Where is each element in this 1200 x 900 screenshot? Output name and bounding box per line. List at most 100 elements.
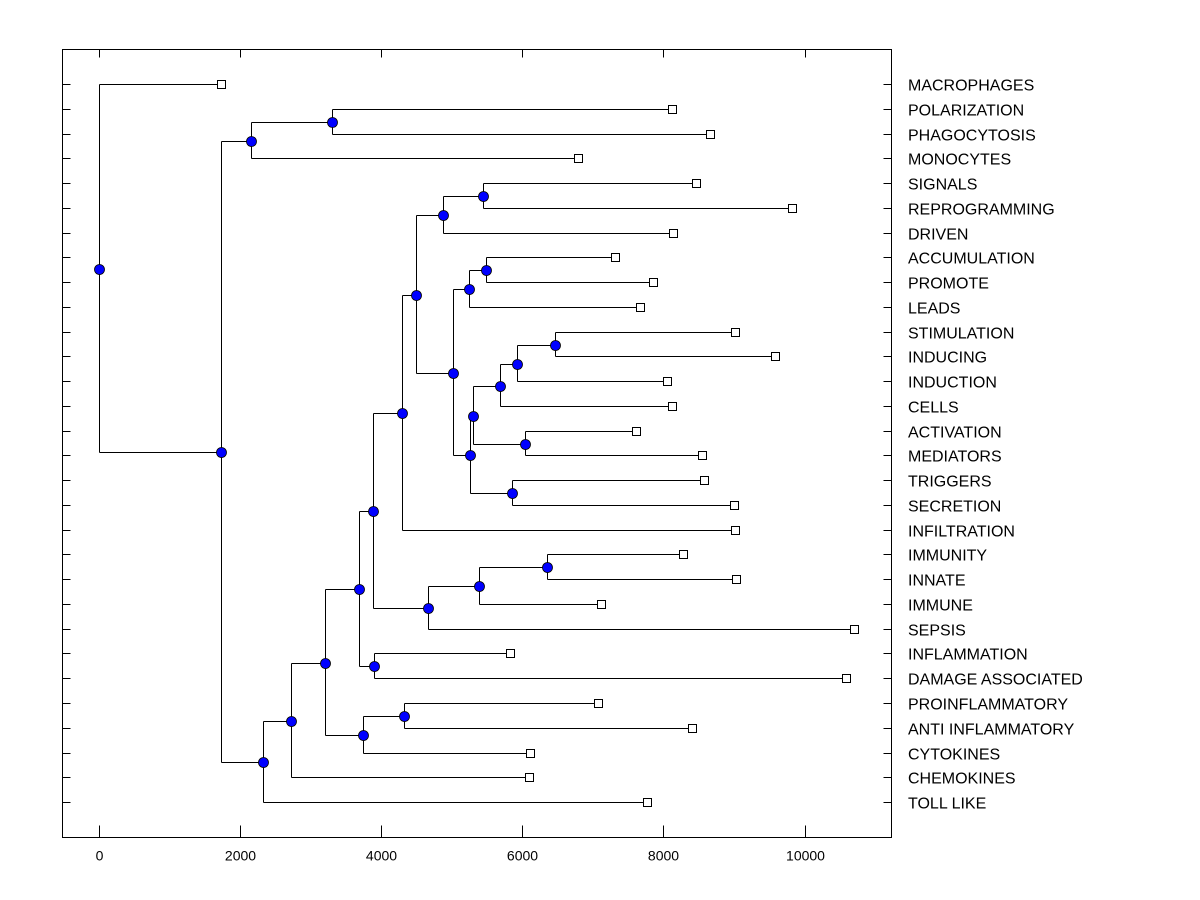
x-tick-label: 8000 bbox=[648, 848, 679, 864]
cluster-node bbox=[550, 340, 561, 351]
leaf-label: PHAGOCYTOSIS bbox=[908, 128, 1036, 145]
cluster-node bbox=[399, 711, 410, 722]
leaf-label: STIMULATION bbox=[908, 326, 1014, 343]
leaf-label: SECRETION bbox=[908, 499, 1001, 516]
leaf-label: CHEMOKINES bbox=[908, 771, 1016, 788]
leaf-label: CELLS bbox=[908, 400, 959, 417]
x-tick-label: 0 bbox=[96, 848, 104, 864]
cluster-node bbox=[369, 661, 380, 672]
cluster-node bbox=[368, 506, 379, 517]
cluster-node bbox=[495, 381, 506, 392]
leaf-marker bbox=[525, 773, 534, 782]
leaf-marker bbox=[574, 154, 583, 163]
leaf-label: IMMUNE bbox=[908, 598, 973, 615]
leaf-marker bbox=[649, 278, 658, 287]
leaf-label: MONOCYTES bbox=[908, 152, 1011, 169]
x-tick-label: 2000 bbox=[225, 848, 256, 864]
cluster-node bbox=[474, 581, 485, 592]
leaf-marker bbox=[788, 204, 797, 213]
cluster-node bbox=[542, 562, 553, 573]
leaf-marker bbox=[663, 377, 672, 386]
leaf-label: ANTI INFLAMMATORY bbox=[908, 722, 1075, 739]
leaf-marker bbox=[668, 402, 677, 411]
cluster-node bbox=[258, 757, 269, 768]
leaf-marker bbox=[643, 798, 652, 807]
leaf-label: ACTIVATION bbox=[908, 425, 1002, 442]
axis-ticks bbox=[62, 49, 892, 838]
leaf-marker bbox=[636, 303, 645, 312]
leaf-marker bbox=[669, 229, 678, 238]
leaf-marker bbox=[692, 179, 701, 188]
leaf-label: IMMUNITY bbox=[908, 548, 987, 565]
leaf-marker bbox=[679, 550, 688, 559]
leaf-marker bbox=[506, 649, 515, 658]
leaf-label: LEADS bbox=[908, 301, 960, 318]
cluster-node bbox=[520, 439, 531, 450]
leaf-label: CYTOKINES bbox=[908, 747, 1000, 764]
plot-frame bbox=[62, 49, 892, 838]
leaf-label: DRIVEN bbox=[908, 227, 968, 244]
cluster-node bbox=[423, 603, 434, 614]
leaf-marker bbox=[850, 625, 859, 634]
leaf-marker bbox=[217, 80, 226, 89]
leaf-label: INFLAMMATION bbox=[908, 647, 1028, 664]
leaf-label: MACROPHAGES bbox=[908, 78, 1034, 95]
leaf-marker bbox=[732, 575, 741, 584]
cluster-node bbox=[507, 488, 518, 499]
leaf-marker bbox=[731, 526, 740, 535]
leaf-marker bbox=[597, 600, 606, 609]
x-tick-label: 4000 bbox=[366, 848, 397, 864]
leaf-label: ACCUMULATION bbox=[908, 251, 1035, 268]
cluster-node bbox=[358, 730, 369, 741]
leaf-markers bbox=[217, 80, 859, 807]
cluster-node bbox=[438, 210, 449, 221]
leaf-marker bbox=[842, 674, 851, 683]
cluster-node bbox=[216, 447, 227, 458]
cluster-node bbox=[512, 359, 523, 370]
x-tick-label: 10000 bbox=[786, 848, 825, 864]
leaf-label: SEPSIS bbox=[908, 623, 966, 640]
leaf-marker bbox=[698, 451, 707, 460]
leaf-label: REPROGRAMMING bbox=[908, 202, 1055, 219]
cluster-node bbox=[468, 411, 479, 422]
leaf-label: PROINFLAMMATORY bbox=[908, 697, 1068, 714]
leaf-marker bbox=[706, 130, 715, 139]
cluster-node bbox=[411, 290, 422, 301]
leaf-labels: MACROPHAGES POLARIZATION PHAGOCYTOSIS MONOC… bbox=[908, 78, 1083, 813]
cluster-node bbox=[354, 584, 365, 595]
leaf-label: INDUCING bbox=[908, 350, 987, 367]
cluster-node bbox=[246, 136, 257, 147]
leaf-label: DAMAGE ASSOCIATED bbox=[908, 672, 1083, 689]
leaf-label: TRIGGERS bbox=[908, 474, 992, 491]
leaf-label: TOLL LIKE bbox=[908, 796, 986, 813]
leaf-marker bbox=[632, 427, 641, 436]
cluster-node bbox=[286, 716, 297, 727]
leaf-marker bbox=[611, 253, 620, 262]
leaf-marker bbox=[700, 476, 709, 485]
cluster-node bbox=[465, 450, 476, 461]
leaf-marker bbox=[594, 699, 603, 708]
leaf-label: SIGNALS bbox=[908, 177, 977, 194]
leaf-marker bbox=[731, 328, 740, 337]
leaf-label: INFILTRATION bbox=[908, 524, 1015, 541]
cluster-node bbox=[478, 191, 489, 202]
leaf-marker bbox=[688, 724, 697, 733]
leaf-marker bbox=[771, 352, 780, 361]
cluster-node bbox=[464, 284, 475, 295]
leaf-marker bbox=[526, 749, 535, 758]
leaf-marker bbox=[668, 105, 677, 114]
leaf-label: POLARIZATION bbox=[908, 103, 1024, 120]
leaf-label: MEDIATORS bbox=[908, 449, 1002, 466]
branches bbox=[99, 84, 854, 803]
cluster-node bbox=[327, 117, 338, 128]
leaf-marker bbox=[730, 501, 739, 510]
node-markers bbox=[94, 117, 561, 768]
leaf-label: PROMOTE bbox=[908, 276, 989, 293]
cluster-node bbox=[94, 264, 105, 275]
x-tick-labels: 0 2000 4000 6000 8000 10000 bbox=[96, 848, 826, 864]
leaf-label: INDUCTION bbox=[908, 375, 997, 392]
cluster-node bbox=[448, 368, 459, 379]
x-tick-label: 6000 bbox=[507, 848, 538, 864]
leaf-label: INNATE bbox=[908, 573, 965, 590]
